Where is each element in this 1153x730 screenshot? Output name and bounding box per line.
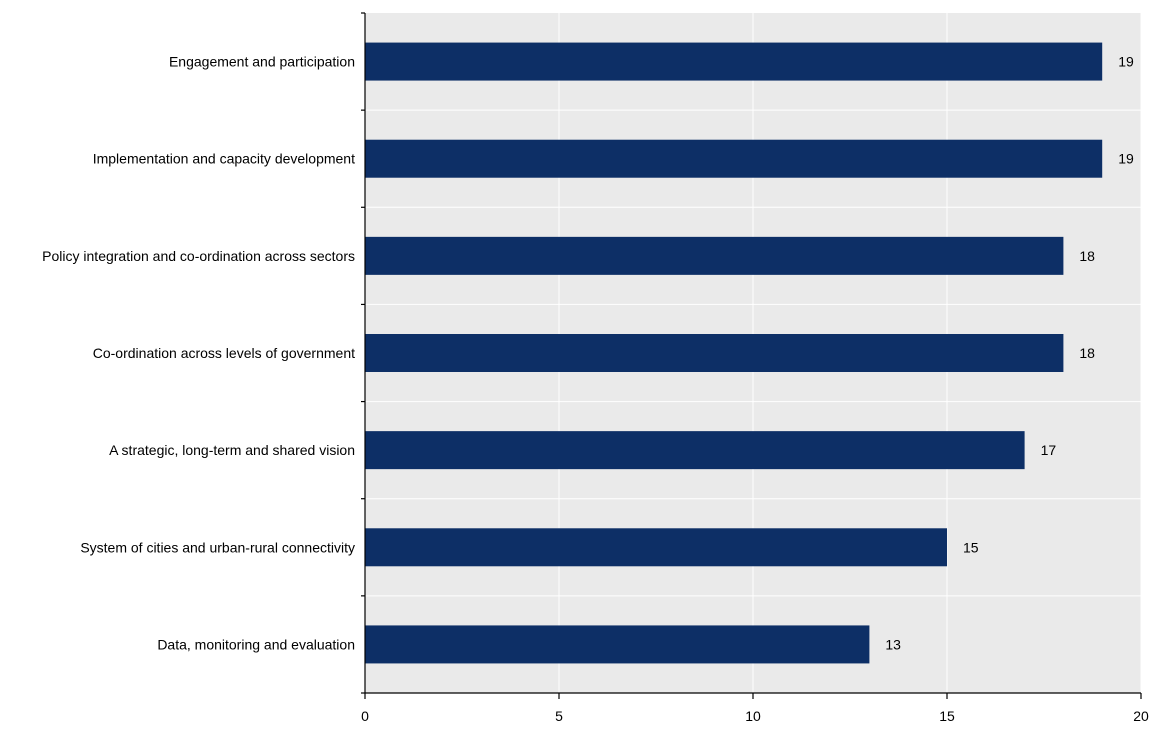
category-label-7: Data, monitoring and evaluation [157, 636, 355, 652]
category-label-6: System of cities and urban-rural connect… [80, 539, 355, 555]
data-label-4: 18 [1079, 345, 1095, 361]
category-label-1: Engagement and participation [169, 54, 355, 70]
labels: Engagement and participation 19 Implementa… [42, 54, 1149, 724]
category-label-2: Implementation and capacity development [93, 151, 355, 167]
data-label-1: 19 [1118, 54, 1134, 70]
x-tick-label-0: 0 [361, 708, 369, 724]
x-tick-label-20: 20 [1133, 708, 1149, 724]
x-tick-label-15: 15 [939, 708, 955, 724]
bar-4 [365, 334, 1064, 372]
data-label-5: 17 [1041, 442, 1057, 458]
axes [361, 12, 1142, 699]
data-label-3: 18 [1079, 248, 1095, 264]
x-tick-label-5: 5 [555, 708, 563, 724]
bars [365, 42, 1103, 664]
category-label-5: A strategic, long-term and shared vision [109, 442, 355, 458]
bar-2 [365, 139, 1103, 178]
data-label-6: 15 [963, 539, 979, 555]
bar-5 [365, 431, 1025, 470]
bar-3 [365, 236, 1064, 275]
category-label-4: Co-ordination across levels of governmen… [93, 345, 355, 361]
x-tick-label-10: 10 [745, 708, 761, 724]
data-label-7: 13 [885, 636, 901, 652]
bar-1 [365, 42, 1103, 81]
bar-6 [365, 528, 947, 567]
bar-7 [365, 625, 870, 664]
data-label-2: 19 [1118, 151, 1134, 167]
category-label-3: Policy integration and co-ordination acr… [42, 248, 355, 264]
